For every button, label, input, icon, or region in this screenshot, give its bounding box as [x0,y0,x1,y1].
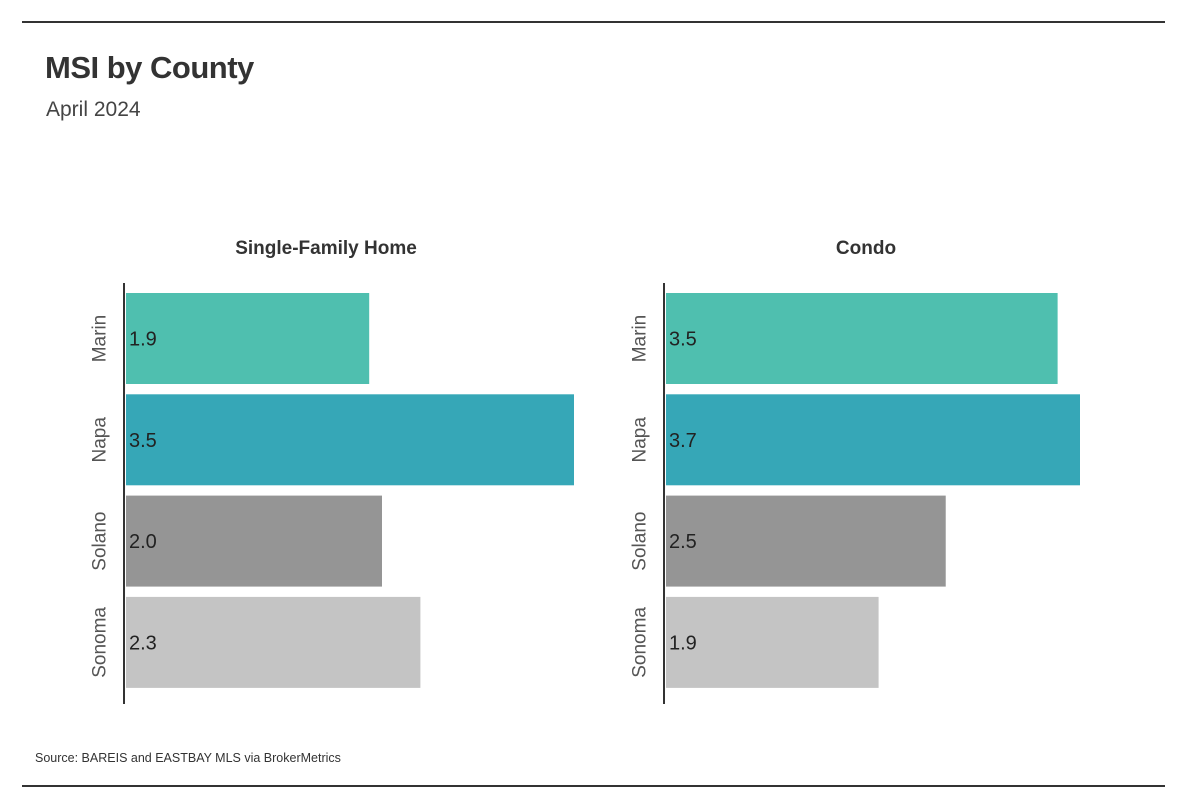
bar-single-family-home-marin [126,293,370,384]
category-label-condo-marin: Marin [630,315,651,363]
value-label-condo-solano: 2.5 [669,531,697,553]
category-label-single-family-home-solano: Solano [90,512,111,571]
panel-title-condo: Condo [836,238,896,259]
category-label-single-family-home-marin: Marin [90,315,111,363]
category-label-condo-sonoma: Sonoma [630,607,651,678]
bar-single-family-home-solano [126,495,382,587]
bar-single-family-home-napa [126,394,574,486]
value-label-single-family-home-marin: 1.9 [129,329,157,351]
chart-title: MSI by County [45,50,254,85]
value-label-condo-marin: 3.5 [669,329,697,351]
value-label-condo-napa: 3.7 [669,430,697,452]
bar-condo-sonoma [666,596,879,688]
category-label-single-family-home-napa: Napa [90,417,111,463]
value-label-single-family-home-sonoma: 2.3 [129,632,157,654]
bar-condo-napa [666,394,1080,486]
bar-condo-marin [666,293,1058,384]
chart-subtitle: April 2024 [46,98,141,121]
bar-condo-solano [666,495,946,587]
panel-title-single-family-home: Single-Family Home [235,238,417,259]
top-rule [22,21,1165,23]
category-label-condo-napa: Napa [630,417,651,463]
bar-single-family-home-sonoma [126,596,421,688]
category-label-single-family-home-sonoma: Sonoma [90,607,111,678]
bottom-rule [22,785,1165,787]
category-label-condo-solano: Solano [630,512,651,571]
value-label-single-family-home-solano: 2.0 [129,531,157,553]
source-note: Source: BAREIS and EASTBAY MLS via Broke… [35,751,341,765]
value-label-condo-sonoma: 1.9 [669,632,697,654]
value-label-single-family-home-napa: 3.5 [129,430,157,452]
